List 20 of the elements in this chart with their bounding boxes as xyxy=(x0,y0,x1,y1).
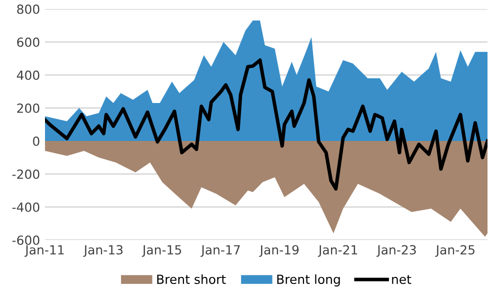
x-tick-label: Jan-23 xyxy=(376,245,416,257)
y-tick-label: -600 xyxy=(12,235,40,245)
x-tick-label: Jan-19 xyxy=(259,245,299,257)
y-tick-label: -200 xyxy=(12,169,40,179)
y-tick-label: 600 xyxy=(17,37,40,47)
x-tick-label: Jan-21 xyxy=(318,245,358,257)
x-tick-label: Jan-17 xyxy=(200,245,240,257)
y-tick-label: 800 xyxy=(17,4,40,14)
x-tick-label: Jan-25 xyxy=(435,245,474,257)
x-tick-label: Jan-13 xyxy=(83,245,123,257)
y-tick-label: 400 xyxy=(16,70,40,80)
line-series xyxy=(45,58,488,191)
y-tick-label: 0 xyxy=(33,136,40,146)
x-tick-label: Jan-15 xyxy=(142,245,182,257)
legend-label: Brent short xyxy=(157,274,226,284)
legend-label: Brent long xyxy=(277,274,340,286)
legend-label: net xyxy=(392,275,412,284)
y-tick-label: -400 xyxy=(12,202,40,212)
y-tick-label: 200 xyxy=(17,103,40,113)
x-tick-label: Jan-11 xyxy=(24,245,64,257)
